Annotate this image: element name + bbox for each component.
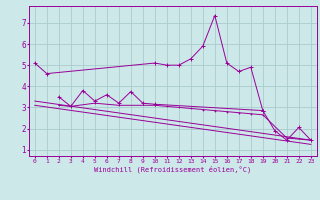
X-axis label: Windchill (Refroidissement éolien,°C): Windchill (Refroidissement éolien,°C) (94, 165, 252, 173)
